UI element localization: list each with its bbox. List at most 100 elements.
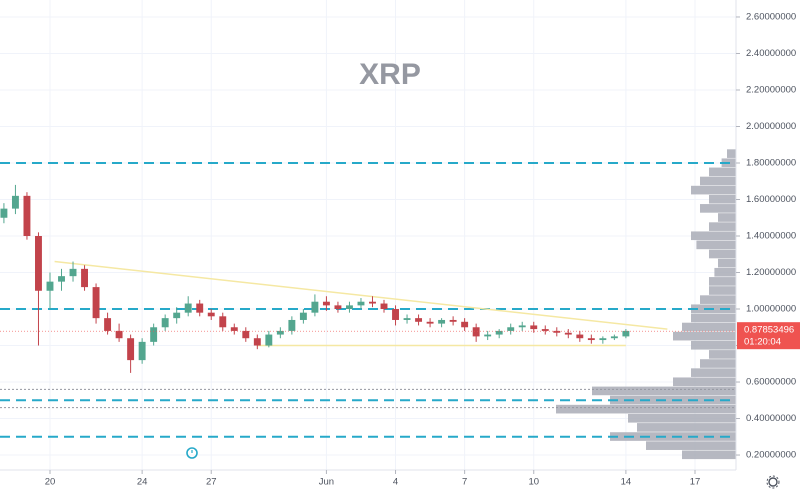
candle-body [242,330,250,339]
candle-body [230,327,238,331]
candle-body [392,309,399,320]
x-tick-label: 24 [137,477,148,488]
candle-body [81,268,88,288]
volume-profile-bar [709,167,736,177]
candle-body [311,301,319,313]
candle-body [138,341,146,361]
candle-body [472,327,480,337]
volume-profile-bar [691,231,736,241]
candle-body [115,330,123,339]
candle-body [299,312,307,320]
volume-profile-bar [696,240,736,250]
volume-profile-bar [691,185,736,195]
y-tick-label: 2.60000000 [746,11,796,22]
y-tick-label: 1.20000000 [746,267,796,278]
settings-icon[interactable] [766,475,780,489]
x-tick-label: 14 [621,477,632,488]
candle-body [173,312,181,319]
candle-body [518,325,526,328]
candle-body [415,318,423,322]
y-tick-label: 0.60000000 [746,377,796,388]
volume-profile-bar [709,277,736,286]
x-tick-label: 10 [528,477,539,488]
x-tick-label: 4 [393,477,398,488]
volume-profile-bar [709,222,736,231]
candle-body [46,281,54,291]
candle-body [541,329,549,331]
candle-body [346,305,353,310]
volume-profile-bar [718,258,736,268]
candle-body [58,276,65,282]
candle-body [150,327,158,342]
candle-body [495,330,503,335]
candle-body [219,316,227,328]
candle-body [184,303,192,313]
x-tick-label: 17 [690,477,701,488]
candle-body [461,321,469,328]
candle-body [610,336,618,339]
volume-profile-bar [709,194,736,204]
candle-body [380,303,388,310]
candle-body [357,301,365,306]
candle-body [622,330,630,337]
candle-body [69,268,77,277]
y-tick-label: 1.00000000 [746,304,796,315]
x-tick-label: Jun [319,477,334,488]
candle-body [426,321,434,324]
candle-body [576,334,584,339]
candle-body [253,338,261,346]
volume-profile-bar [673,331,736,341]
y-tick-label: 0.40000000 [746,413,796,424]
candle-body [288,319,296,331]
y-tick-label: 1.40000000 [746,231,796,242]
y-tick-label: 2.20000000 [746,85,796,96]
last-price-label: 0.87853496 [744,325,794,336]
volume-profile-bar [709,249,736,259]
candle-body [438,319,446,324]
alarm-icon[interactable] [186,447,198,459]
volume-profile-bar [709,350,736,359]
volume-profile-bar [691,340,736,350]
volume-profile-bar [718,213,736,222]
y-tick-label: 2.00000000 [746,121,796,132]
x-tick-label: 20 [45,477,56,488]
volume-profile-bar [673,377,736,387]
volume-profile-bar [700,295,736,304]
volume-profile-bar [700,176,736,186]
candle-body [322,301,330,306]
candle-body [564,332,572,335]
candle-body [265,334,273,346]
candle-body [369,301,376,304]
chart-title: XRP [359,58,421,91]
volume-profile-bar [637,423,736,432]
candle-body [449,319,457,322]
candle-body [403,318,411,320]
volume-profile-bar [691,313,736,323]
volume-profile-bar [727,149,736,158]
x-tick-label: 27 [206,477,217,488]
candle-body [207,312,215,317]
y-tick-label: 2.40000000 [746,48,796,59]
volume-profile-bar [628,413,736,423]
candle-body [276,330,284,335]
candle-body [196,303,204,313]
y-tick-label: 0.20000000 [746,450,796,461]
volume-profile-bar [682,450,736,460]
candle-body [0,208,8,218]
volume-profile-bar [700,204,736,213]
volume-profile-bar [691,368,736,377]
trend-line [54,260,668,330]
x-tick-label: 7 [462,477,467,488]
last-price-box [737,322,800,350]
candle-body [507,327,515,331]
candle-body [11,195,19,209]
candle-body [127,338,135,361]
volume-profile-bar [682,322,736,332]
candle-body [599,338,607,341]
candle-body [334,305,342,310]
candle-body [104,318,112,331]
volume-profile-bar [700,359,736,368]
candle-body [530,325,538,330]
